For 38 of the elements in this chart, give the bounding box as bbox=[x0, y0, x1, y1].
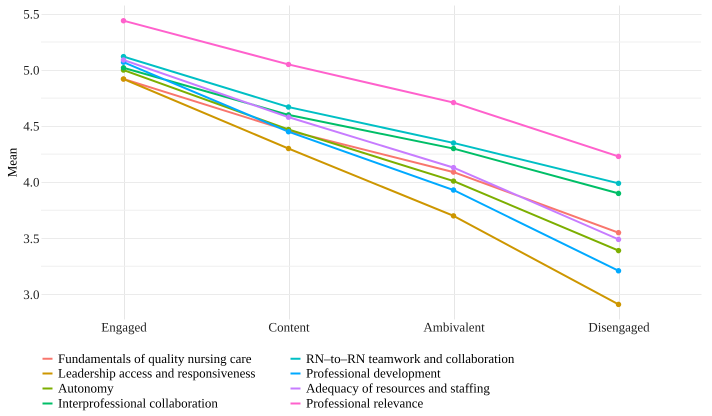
point bbox=[616, 190, 622, 196]
point bbox=[450, 187, 456, 193]
point bbox=[286, 104, 292, 110]
y-tick-label: 4.5 bbox=[23, 118, 40, 134]
point bbox=[450, 100, 456, 106]
y-tick-label: 4.0 bbox=[23, 174, 40, 190]
y-axis-title: Mean bbox=[4, 147, 20, 178]
point bbox=[450, 164, 456, 170]
y-tick-label: 3.5 bbox=[23, 230, 40, 246]
legend-label: Professional relevance bbox=[306, 396, 424, 410]
point bbox=[616, 230, 622, 236]
legend-label: Fundamentals of quality nursing care bbox=[58, 350, 252, 366]
point bbox=[120, 18, 126, 24]
point bbox=[616, 180, 622, 186]
point bbox=[616, 302, 622, 308]
x-tick-label: Disengaged bbox=[588, 320, 650, 334]
legend-label: Autonomy bbox=[58, 380, 114, 396]
x-tick-label: Engaged bbox=[101, 320, 148, 334]
y-tick-label: 5.0 bbox=[23, 62, 40, 78]
point bbox=[616, 248, 622, 254]
point bbox=[286, 146, 292, 152]
point bbox=[450, 178, 456, 184]
point bbox=[616, 236, 622, 242]
point bbox=[616, 268, 622, 274]
point bbox=[616, 154, 622, 160]
point bbox=[450, 213, 456, 219]
y-tick-label: 5.5 bbox=[23, 6, 40, 22]
point bbox=[450, 140, 456, 146]
legend-label: Adequacy of resources and staffing bbox=[306, 380, 490, 396]
x-tick-label: Content bbox=[268, 320, 310, 334]
y-tick-label: 3.0 bbox=[23, 286, 40, 302]
legend-label: Leadership access and responsiveness bbox=[58, 366, 256, 380]
legend-label: Professional development bbox=[306, 366, 442, 380]
point bbox=[450, 146, 456, 152]
legend-label: Interprofessional collaboration bbox=[58, 396, 218, 410]
point bbox=[286, 62, 292, 68]
legend-label: RN–to–RN teamwork and collaboration bbox=[306, 350, 515, 366]
x-tick-label: Ambivalent bbox=[423, 320, 486, 334]
